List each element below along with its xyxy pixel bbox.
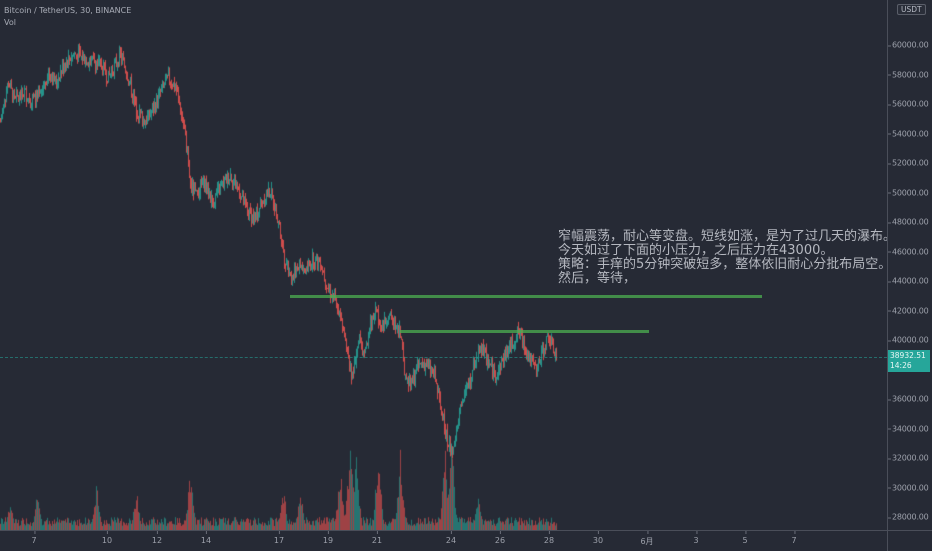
price-tick-label: 50000.00 [888,188,929,197]
time-tick-label: 17 [273,531,285,545]
time-tick-label: 30 [592,531,604,545]
price-tick-label: 52000.00 [888,158,929,168]
price-axis[interactable]: 60000.00 58000.00 56000.00 54000.00 52000.00… [887,0,932,530]
price-tick-label: 54000.00 [888,129,929,138]
volume-indicator-label[interactable]: Vol [4,18,16,27]
time-tick-label: 24 [445,531,457,545]
candlestick-series [0,0,887,530]
time-tick-label: 7 [31,531,37,545]
price-tick-label: 42000.00 [888,306,929,315]
time-tick-label: 28 [543,531,555,545]
price-tick-label: 30000.00 [888,483,929,492]
axis-corner [887,530,932,551]
last-price-value: 38932.51 [890,351,926,360]
price-tick-label: 32000.00 [888,453,929,463]
annotation-line: 策略：手痒的5分钟突破短多，整体依旧耐心分批布局空。 [558,257,892,272]
price-tick-label: 60000.00 [888,40,929,50]
horizontal-line-resistance-40600[interactable] [400,330,649,334]
time-tick-label: 21 [371,531,383,545]
annotation-line: 窄幅震荡，耐心等变盘。短线如涨，是为了过几天的瀑布。 [558,229,897,244]
annotation-line: 今天如过了下面的小压力，之后压力在43000。 [558,243,834,258]
price-tick-label: 36000.00 [888,394,929,404]
chart-legend: Bitcoin / TetherUS, 30, BINANCE Vol [4,5,131,29]
time-tick-label: 3 [693,531,699,545]
price-tick-label: 46000.00 [888,247,929,256]
time-tick-label: 14 [200,531,212,545]
currency-badge[interactable]: USDT [897,4,926,15]
time-tick-label: 19 [322,531,334,545]
time-tick-label: 26 [494,531,506,545]
price-tick-label: 28000.00 [888,512,929,522]
time-tick-label: 7 [791,531,797,545]
price-tick-label: 58000.00 [888,70,929,79]
price-tick-label: 44000.00 [888,276,929,286]
last-price-line [0,357,887,358]
bar-countdown: 14:26 [890,361,912,370]
time-axis[interactable]: 7 10 12 14 17 19 21 24 26 28 30 6月 3 5 7 [0,530,887,551]
time-tick-label: 10 [101,531,113,545]
price-tick-label: 34000.00 [888,424,929,433]
price-tick-label: 56000.00 [888,99,929,109]
price-tick-label: 40000.00 [888,335,929,345]
horizontal-line-resistance-43000[interactable] [290,294,762,298]
last-price-tag: 38932.51 14:26 [888,350,930,372]
time-tick-label: 6月 [640,531,654,546]
time-tick-label: 5 [742,531,748,545]
plot-area[interactable]: Bitcoin / TetherUS, 30, BINANCE Vol 窄幅震荡… [0,0,896,530]
time-tick-label: 12 [151,531,163,545]
annotation-line: 然后，等待， [558,271,637,286]
price-tick-label: 48000.00 [888,217,929,227]
symbol-title[interactable]: Bitcoin / TetherUS, 30, BINANCE [4,6,132,15]
text-annotation[interactable]: 窄幅震荡，耐心等变盘。短线如涨，是为了过几天的瀑布。 今天如过了下面的小压力，之… [558,230,896,286]
